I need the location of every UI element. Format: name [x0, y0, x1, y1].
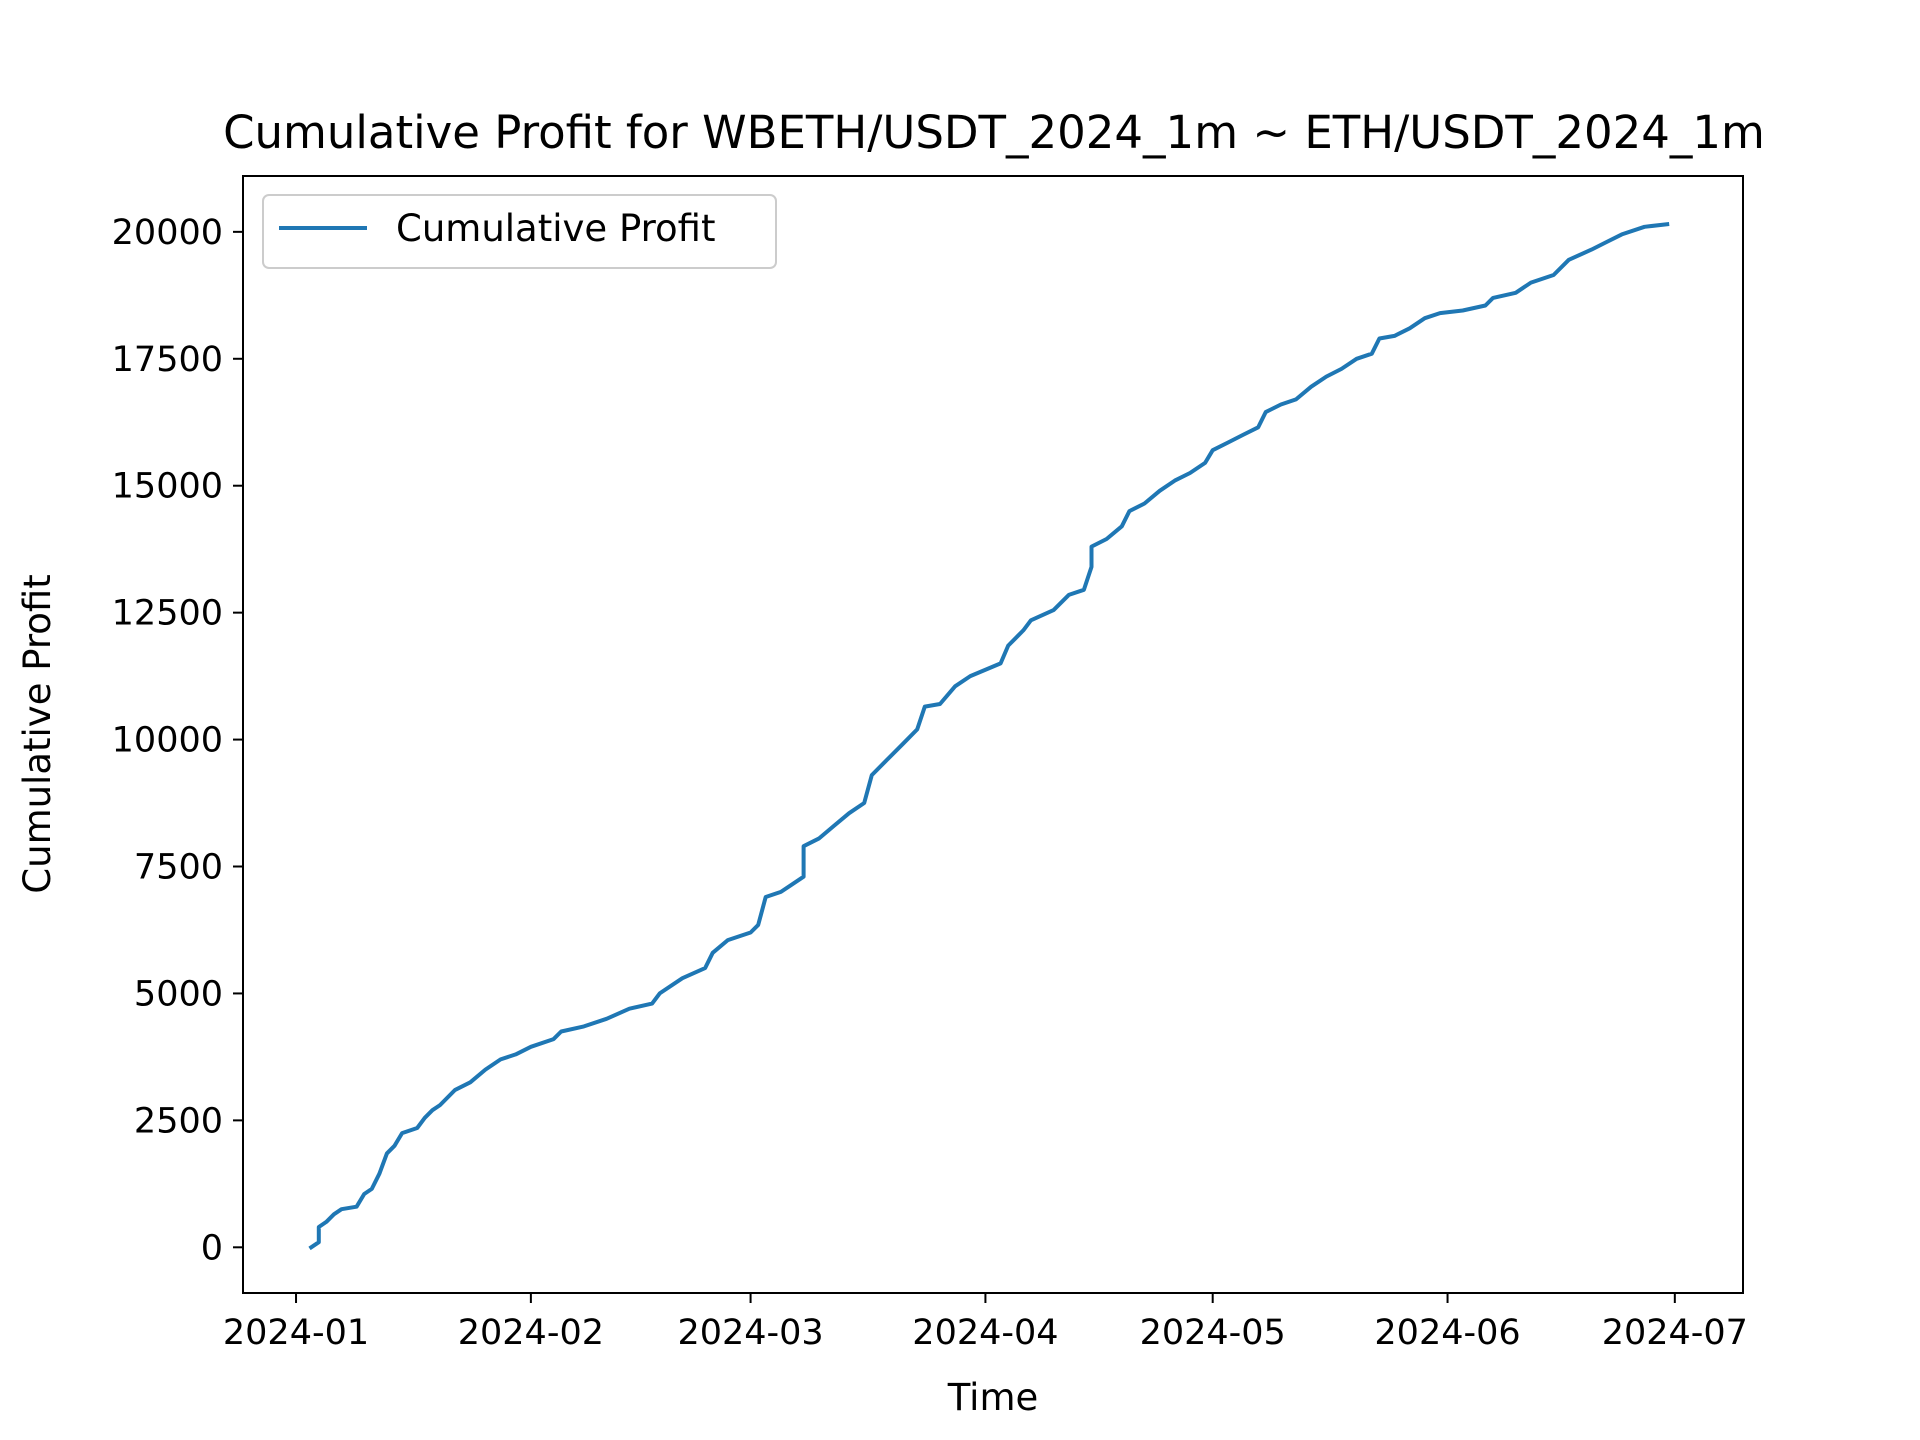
x-tick-label: 2024-05 — [1140, 1313, 1286, 1353]
legend: Cumulative Profit — [262, 194, 777, 269]
x-axis-label: Time — [947, 1376, 1039, 1419]
y-tick-label: 7500 — [134, 848, 223, 888]
x-axis: 2024-01 2024-02 2024-03 2024-04 2024-05 2024-… — [223, 1293, 1748, 1353]
y-tick-label: 17500 — [112, 340, 223, 380]
y-tick-label: 5000 — [134, 974, 223, 1014]
y-tick-label: 15000 — [112, 467, 223, 507]
x-tick-label: 2024-06 — [1374, 1313, 1520, 1353]
y-tick-label: 20000 — [112, 213, 223, 253]
y-tick-label: 10000 — [112, 721, 223, 761]
series-line-cumulative-profit — [308, 221, 1670, 1251]
x-tick-label: 2024-04 — [912, 1313, 1058, 1353]
x-tick-label: 2024-07 — [1602, 1313, 1748, 1353]
legend-label: Cumulative Profit — [396, 207, 715, 250]
legend-box — [262, 194, 777, 269]
x-tick-label: 2024-01 — [223, 1313, 369, 1353]
y-axis-label: Cumulative Profit — [16, 574, 59, 893]
plot-area — [242, 175, 1744, 1294]
y-tick-label: 0 — [201, 1228, 223, 1268]
y-tick-label: 12500 — [112, 594, 223, 634]
chart-title: Cumulative Profit for WBETH/USDT_2024_1m… — [223, 106, 1765, 159]
x-tick-label: 2024-03 — [677, 1313, 823, 1353]
y-axis: 0 2500 5000 7500 10000 12500 15000 17500 20000 — [112, 213, 243, 1268]
y-tick-label: 2500 — [134, 1101, 223, 1141]
x-tick-label: 2024-02 — [458, 1313, 604, 1353]
